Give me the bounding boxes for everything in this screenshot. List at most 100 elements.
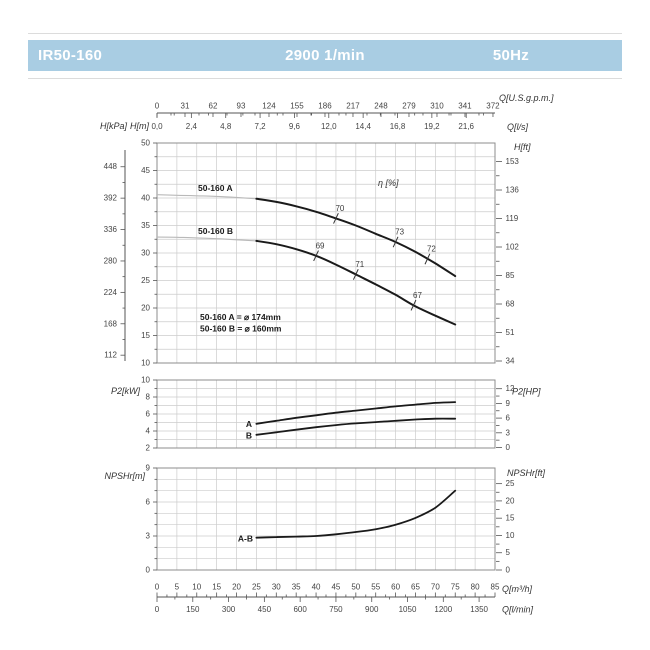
svg-text:0: 0 (155, 605, 160, 614)
svg-text:0: 0 (506, 443, 511, 452)
svg-text:50: 50 (141, 139, 150, 148)
svg-text:15: 15 (212, 583, 221, 592)
svg-text:300: 300 (222, 605, 236, 614)
svg-text:35: 35 (141, 221, 150, 230)
svg-text:1350: 1350 (470, 605, 488, 614)
svg-text:279: 279 (402, 102, 416, 111)
impeller-note-a: 50-160 A = ⌀ 174mm (200, 312, 281, 322)
svg-text:75: 75 (451, 583, 460, 592)
svg-text:21,6: 21,6 (458, 122, 474, 131)
svg-text:85: 85 (491, 583, 500, 592)
svg-text:12,0: 12,0 (321, 122, 337, 131)
hft-axis-label: H[ft] (514, 142, 531, 152)
svg-text:6: 6 (146, 498, 151, 507)
pump-frequency: 50Hz (492, 47, 530, 64)
svg-text:4,8: 4,8 (220, 122, 232, 131)
svg-text:65: 65 (411, 583, 420, 592)
svg-text:9,6: 9,6 (289, 122, 301, 131)
efficiency-value: 70 (335, 204, 344, 213)
npshr-chart-frame (156, 467, 496, 571)
power-curve-A (255, 401, 457, 425)
svg-text:168: 168 (104, 319, 118, 328)
svg-text:30: 30 (141, 249, 150, 258)
svg-text:224: 224 (104, 288, 118, 297)
svg-text:2: 2 (146, 444, 151, 453)
curve-name-50-160 B: 50-160 B (198, 226, 233, 236)
svg-text:119: 119 (506, 214, 519, 223)
q-m3h-axis-label: Q[m³/h] (502, 584, 533, 594)
svg-text:0: 0 (146, 566, 151, 575)
hkpa-axis-label: H[kPa] (100, 121, 128, 131)
efficiency-value: 67 (413, 291, 422, 300)
svg-text:448: 448 (104, 162, 118, 171)
svg-text:4: 4 (146, 427, 151, 436)
top-rule (28, 33, 622, 34)
svg-text:0: 0 (506, 566, 511, 575)
svg-text:280: 280 (104, 256, 118, 265)
svg-text:12: 12 (506, 384, 515, 393)
svg-text:3: 3 (506, 428, 511, 437)
efficiency-marker (333, 212, 339, 224)
efficiency-value: 71 (355, 260, 364, 269)
svg-text:1200: 1200 (434, 605, 452, 614)
pump-model: IR50-160 (38, 47, 103, 64)
gpm-axis-label: Q[U.S.g.p.m.] (499, 93, 554, 103)
svg-text:124: 124 (262, 102, 276, 111)
svg-text:155: 155 (290, 102, 304, 111)
svg-text:7,2: 7,2 (255, 122, 267, 131)
svg-text:45: 45 (141, 166, 150, 175)
svg-text:20: 20 (232, 583, 241, 592)
curve-50-160 A (255, 197, 457, 278)
svg-text:341: 341 (458, 102, 472, 111)
svg-text:31: 31 (181, 102, 190, 111)
svg-text:392: 392 (104, 194, 118, 203)
svg-text:9: 9 (506, 399, 511, 408)
svg-text:85: 85 (506, 271, 515, 280)
q-lmin-axis-label: Q[l/min] (502, 605, 534, 615)
power-curve-name-B: B (246, 431, 252, 441)
svg-text:15: 15 (141, 331, 150, 340)
svg-text:248: 248 (374, 102, 388, 111)
curve-name-50-160 A: 50-160 A (198, 183, 233, 193)
svg-text:5: 5 (175, 583, 180, 592)
svg-text:25: 25 (252, 583, 261, 592)
p2hp-axis-label: P2[HP] (512, 387, 541, 397)
power-curve-name-A: A (246, 419, 252, 429)
svg-text:372: 372 (486, 102, 500, 111)
svg-text:20: 20 (141, 304, 150, 313)
svg-text:0,0: 0,0 (151, 122, 163, 131)
svg-text:310: 310 (430, 102, 444, 111)
svg-text:80: 80 (471, 583, 480, 592)
hm-axis-label: H[m] (130, 121, 149, 131)
svg-text:1050: 1050 (399, 605, 417, 614)
efficiency-marker (410, 299, 417, 311)
svg-text:10: 10 (192, 583, 201, 592)
svg-text:19,2: 19,2 (424, 122, 440, 131)
svg-text:93: 93 (237, 102, 246, 111)
svg-text:60: 60 (391, 583, 400, 592)
power-curve-B (255, 417, 457, 436)
efficiency-marker (392, 236, 399, 248)
svg-text:9: 9 (146, 464, 151, 473)
svg-text:150: 150 (186, 605, 200, 614)
svg-text:20: 20 (506, 496, 515, 505)
svg-text:186: 186 (318, 102, 332, 111)
svg-text:15: 15 (506, 514, 515, 523)
svg-text:600: 600 (293, 605, 307, 614)
p2kw-axis-label: P2[kW] (111, 386, 141, 396)
npshr-ft-axis-label: NPSHr[ft] (507, 468, 546, 478)
svg-text:153: 153 (506, 157, 520, 166)
ls-axis-label: Q[l/s] (507, 122, 529, 132)
impeller-note-b: 50-160 B = ⌀ 160mm (200, 324, 282, 334)
npshr-m-axis-label: NPSHr[m] (105, 471, 146, 481)
svg-text:3: 3 (146, 532, 151, 541)
svg-text:70: 70 (431, 583, 440, 592)
npshr-curve-name: A-B (238, 534, 253, 544)
svg-text:10: 10 (141, 359, 150, 368)
svg-text:50: 50 (351, 583, 360, 592)
header-bottom-rule (28, 78, 622, 79)
efficiency-marker (313, 250, 319, 262)
svg-text:45: 45 (331, 583, 340, 592)
